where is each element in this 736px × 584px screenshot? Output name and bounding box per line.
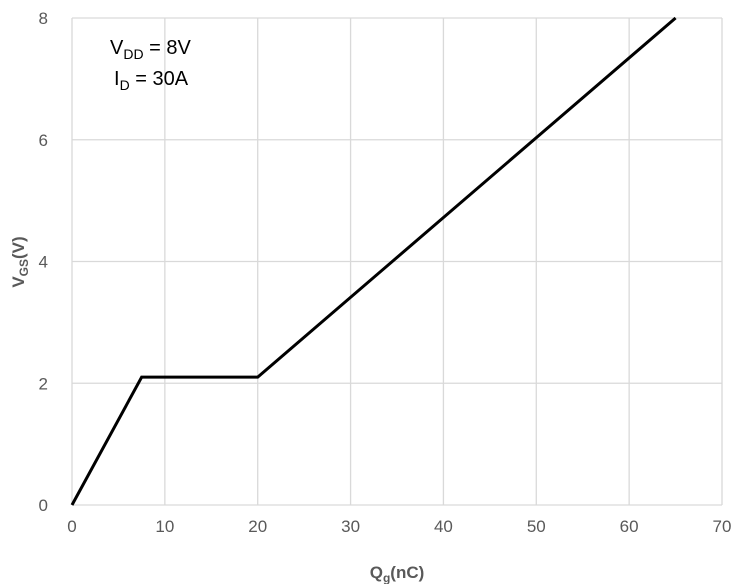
y-tick-label-3: 6: [39, 131, 48, 150]
y-tick-labels: 0 2 4 6 8: [39, 9, 48, 515]
y-axis-title: VGS(V): [9, 236, 31, 287]
series-group: [70, 16, 677, 506]
x-tick-label-7: 70: [713, 517, 732, 536]
y-tick-label-4: 8: [39, 9, 48, 28]
x-tick-label-6: 60: [620, 517, 639, 536]
x-tick-label-5: 50: [527, 517, 546, 536]
y-tick-label-0: 0: [39, 496, 48, 515]
x-tick-label-0: 0: [67, 517, 76, 536]
x-tick-labels: 0 10 20 30 40 50 60 70: [67, 517, 731, 536]
y-tick-label-2: 4: [39, 253, 48, 272]
x-tick-label-2: 20: [248, 517, 267, 536]
x-tick-label-3: 30: [341, 517, 360, 536]
annotation-vdd: VDD = 8V: [110, 37, 191, 62]
y-tick-label-1: 2: [39, 374, 48, 393]
series-line-0: [70, 16, 677, 506]
x-tick-label-4: 40: [434, 517, 453, 536]
annotation-id: ID = 30A: [114, 68, 189, 93]
x-axis-title: Qg(nC): [370, 563, 425, 584]
x-tick-label-1: 10: [155, 517, 174, 536]
grid-lines: [71, 17, 723, 506]
